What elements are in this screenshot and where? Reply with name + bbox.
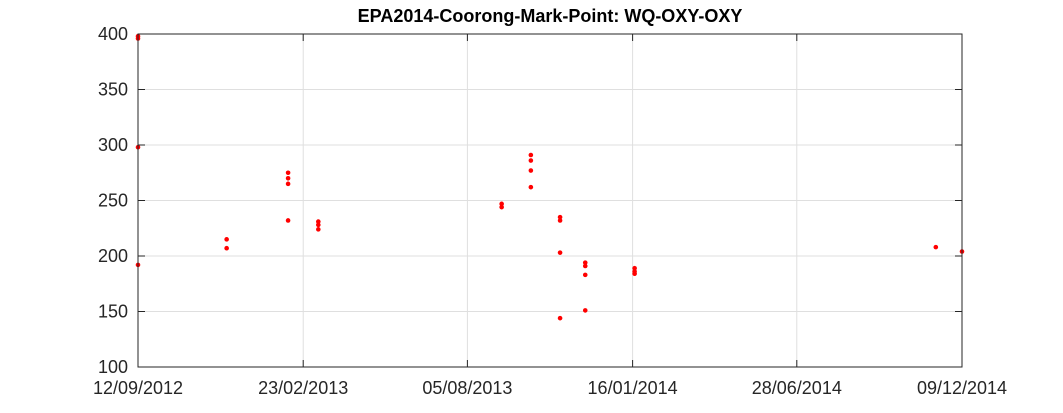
data-point bbox=[224, 237, 229, 242]
data-point bbox=[285, 218, 291, 223]
data-point bbox=[528, 184, 534, 190]
data-point bbox=[632, 271, 637, 277]
data-point bbox=[499, 204, 504, 210]
data-point bbox=[557, 214, 563, 220]
data-point bbox=[582, 272, 588, 278]
data-point bbox=[285, 181, 291, 187]
x-axis-ticks: 12/09/2012 23/02/2013 05/08/2013 16/01/2014… bbox=[93, 34, 1007, 398]
data-point bbox=[285, 176, 291, 181]
y-tick-label: 150 bbox=[98, 302, 128, 322]
data-point bbox=[528, 158, 534, 163]
data-point bbox=[557, 250, 563, 255]
data-point bbox=[632, 265, 637, 271]
x-tick-label: 28/06/2014 bbox=[752, 378, 842, 398]
y-tick-label: 200 bbox=[98, 246, 128, 266]
data-point bbox=[933, 244, 939, 250]
data-point bbox=[285, 170, 291, 176]
x-tick-label: 05/08/2013 bbox=[422, 378, 512, 398]
y-tick-label: 350 bbox=[98, 80, 128, 100]
x-tick-label: 09/12/2014 bbox=[917, 378, 1007, 398]
chart-title: EPA2014-Coorong-Mark-Point: WQ-OXY-OXY bbox=[358, 6, 743, 26]
data-point bbox=[557, 315, 563, 321]
y-tick-label: 300 bbox=[98, 135, 128, 155]
data-point bbox=[582, 263, 588, 269]
data-point bbox=[224, 245, 229, 251]
y-tick-label: 100 bbox=[98, 357, 128, 377]
data-point bbox=[557, 218, 563, 223]
data-points bbox=[135, 33, 965, 321]
y-tick-label: 400 bbox=[98, 24, 128, 44]
x-tick-label: 12/09/2012 bbox=[93, 378, 183, 398]
data-point bbox=[316, 219, 321, 224]
data-point bbox=[316, 227, 321, 232]
y-tick-label: 250 bbox=[98, 191, 128, 211]
data-point bbox=[528, 168, 534, 173]
y-axis-ticks: 100 150 200 250 300 350 400 bbox=[98, 24, 962, 377]
x-tick-label: 23/02/2013 bbox=[258, 378, 348, 398]
data-point bbox=[499, 201, 504, 207]
data-point bbox=[582, 308, 588, 313]
data-point bbox=[316, 222, 321, 228]
data-point bbox=[528, 152, 534, 158]
grid-lines bbox=[138, 34, 962, 367]
x-tick-label: 16/01/2014 bbox=[588, 378, 678, 398]
data-point bbox=[582, 260, 588, 265]
